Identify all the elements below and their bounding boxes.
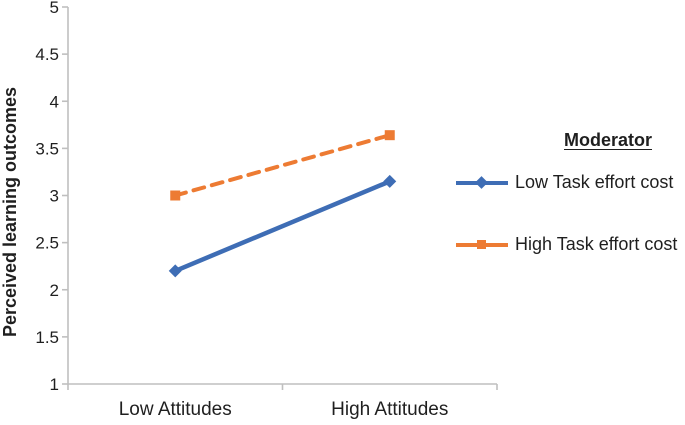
- legend-label: Low Task effort cost: [515, 172, 674, 192]
- square-data-point: [384, 130, 395, 141]
- x-category-label: High Attitudes: [331, 399, 448, 420]
- legend-entry-high-task-effort-cost: High Task effort cost: [456, 234, 677, 255]
- legend-swatch: [456, 176, 508, 189]
- y-tick-label: 1.5: [35, 328, 59, 347]
- series-line-high-task-effort-cost: [173, 133, 392, 198]
- y-tick-label: 3.5: [35, 139, 59, 158]
- y-tick-label: 4.5: [35, 45, 59, 64]
- y-tick-label: 5: [50, 0, 59, 17]
- square-data-point: [170, 190, 181, 201]
- legend-title: Moderator: [564, 130, 653, 150]
- x-category-label: Low Attitudes: [119, 399, 232, 420]
- legend-swatch: [456, 238, 508, 251]
- legend-label: High Task effort cost: [515, 234, 678, 254]
- diamond-data-point: [383, 174, 397, 188]
- legend-entry-low-task-effort-cost: Low Task effort cost: [456, 172, 673, 193]
- y-tick-label: 1: [50, 375, 59, 394]
- series-line-low-task-effort-cost: [173, 179, 392, 274]
- y-tick-label: 4: [50, 92, 59, 111]
- diamond-data-point: [168, 264, 182, 278]
- y-axis-title: Perceived learning outcomes: [0, 87, 20, 337]
- square-marker-icon: [477, 240, 486, 249]
- y-tick-label: 2: [50, 281, 59, 300]
- y-tick-label: 3: [50, 187, 59, 206]
- diamond-marker-icon: [475, 176, 488, 189]
- y-tick-label: 2.5: [35, 234, 59, 253]
